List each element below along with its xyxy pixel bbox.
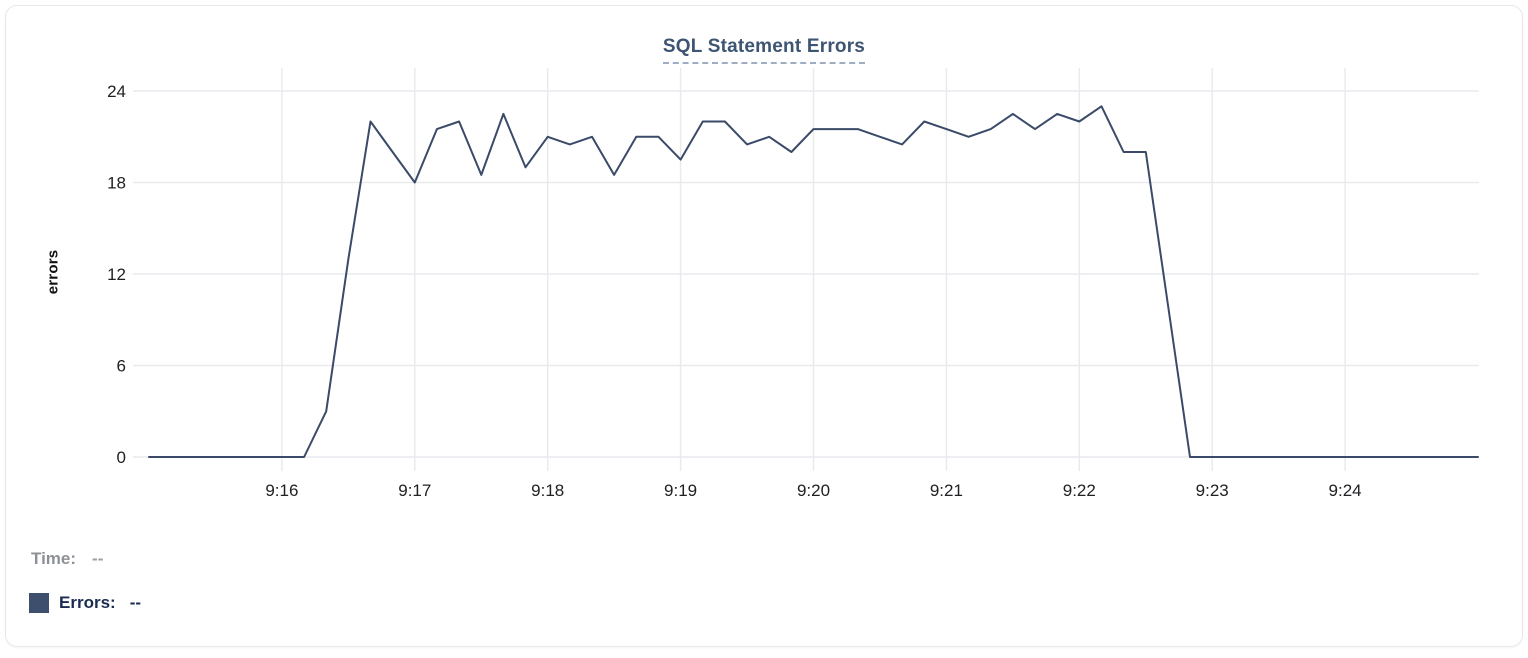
y-tick-label: 24 [107, 82, 126, 101]
y-tick-label: 0 [117, 448, 126, 467]
legend-time-value: -- [92, 549, 103, 569]
x-tick-label: 9:18 [531, 481, 564, 500]
x-tick-label: 9:24 [1329, 481, 1362, 500]
y-tick-label: 6 [117, 357, 126, 376]
x-tick-label: 9:19 [664, 481, 697, 500]
x-tick-label: 9:23 [1196, 481, 1229, 500]
legend-time-label: Time: [31, 549, 76, 569]
x-tick-label: 9:16 [265, 481, 298, 500]
x-tick-label: 9:22 [1063, 481, 1096, 500]
y-tick-label: 12 [107, 265, 126, 284]
x-tick-label: 9:21 [930, 481, 963, 500]
x-tick-label: 9:17 [398, 481, 431, 500]
errors-series-swatch-icon [29, 593, 49, 613]
y-tick-label: 18 [107, 174, 126, 193]
legend-errors-value: -- [130, 593, 141, 613]
errors-line-chart: 0 6 12 18 24 9:16 9:17 9:18 9:19 9:20 9:21 9:22 9:23… [6, 6, 1528, 658]
legend-row-time: Time: -- [31, 549, 103, 569]
legend-errors-label: Errors: [59, 593, 116, 613]
legend-row-errors: Errors: -- [29, 593, 141, 613]
x-tick-label: 9:20 [797, 481, 830, 500]
